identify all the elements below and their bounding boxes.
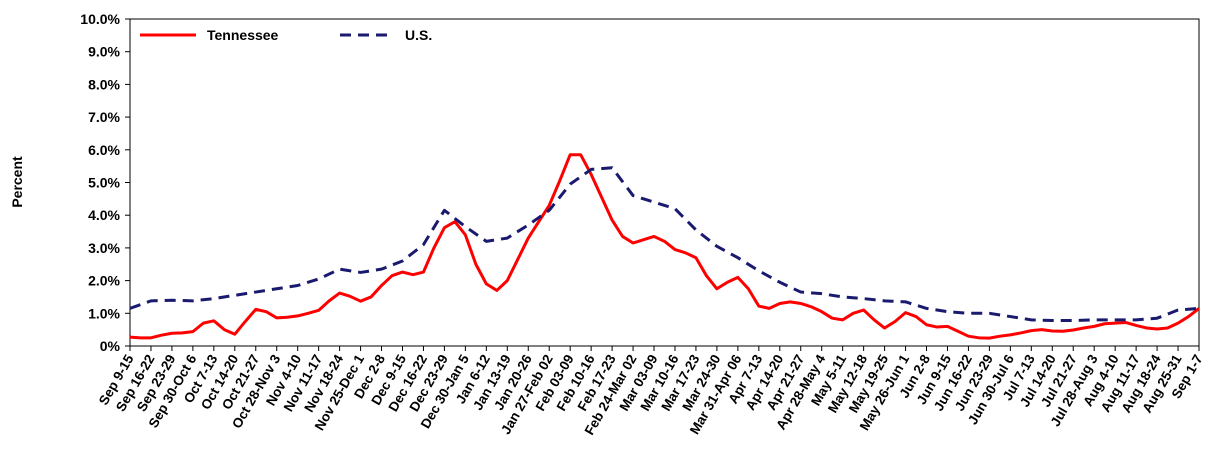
y-tick-label: 3.0% xyxy=(88,240,120,256)
y-tick-label: 0% xyxy=(100,338,121,354)
y-tick-label: 10.0% xyxy=(80,11,120,27)
series-line-tennessee xyxy=(129,153,1200,340)
series-layer xyxy=(129,153,1200,340)
y-tick-label: 1.0% xyxy=(88,305,120,321)
y-tick-label: 7.0% xyxy=(88,109,120,125)
series-line-us xyxy=(129,166,1200,322)
y-tick-label: 6.0% xyxy=(88,142,120,158)
y-tick-label: 8.0% xyxy=(88,76,120,92)
y-axis: 0% 1.0% 2.0% 3.0% 4.0% 5.0% 6.0% 7.0% 8.0% 9.0% 10… xyxy=(80,11,130,354)
legend: Tennessee U.S. xyxy=(140,27,432,43)
y-tick-label: 2.0% xyxy=(88,273,120,289)
plot-area xyxy=(129,18,1200,347)
y-tick-label: 5.0% xyxy=(88,175,120,191)
y-tick-label: 4.0% xyxy=(88,207,120,223)
y-axis-label: Percent xyxy=(9,156,25,208)
y-tick-label: 9.0% xyxy=(88,44,120,60)
legend-label-tennessee: Tennessee xyxy=(207,27,279,43)
legend-label-us: U.S. xyxy=(405,27,432,43)
